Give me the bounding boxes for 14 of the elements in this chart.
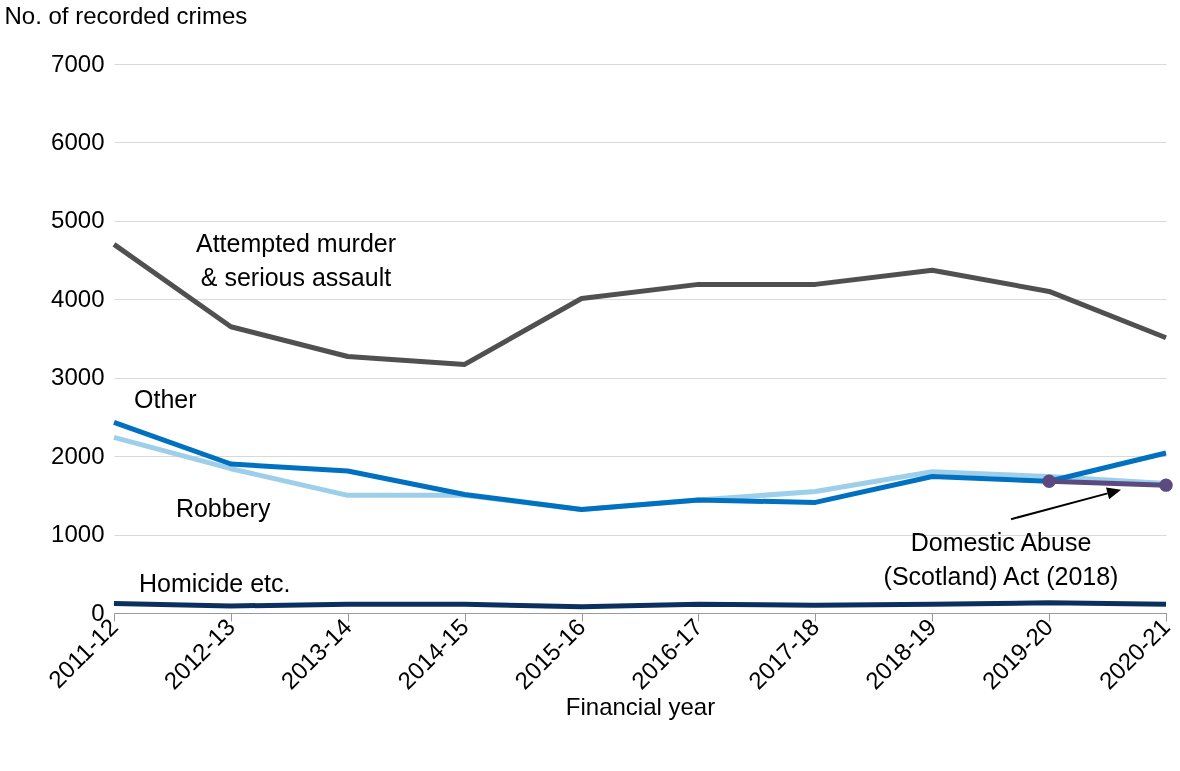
y-axis-title: No. of recorded crimes: [4, 1, 248, 29]
y-tick-label: 4000: [51, 284, 105, 312]
y-tick-label: 2000: [51, 441, 105, 469]
x-axis-title: Financial year: [565, 693, 716, 721]
y-tick-label: 3000: [51, 363, 105, 391]
series-label: Attempted murder & serious assault: [195, 229, 397, 292]
series-label: Homicide etc.: [139, 568, 291, 597]
series-label: Domestic Abuse (Scotland) Act (2018): [883, 528, 1119, 591]
y-tick-label: 5000: [51, 206, 105, 234]
series-label: Robbery: [175, 493, 271, 522]
y-tick-label: 6000: [51, 127, 105, 155]
series-label: Other: [134, 385, 197, 414]
y-tick-label: 1000: [51, 520, 105, 548]
y-tick-label: 7000: [51, 49, 105, 77]
